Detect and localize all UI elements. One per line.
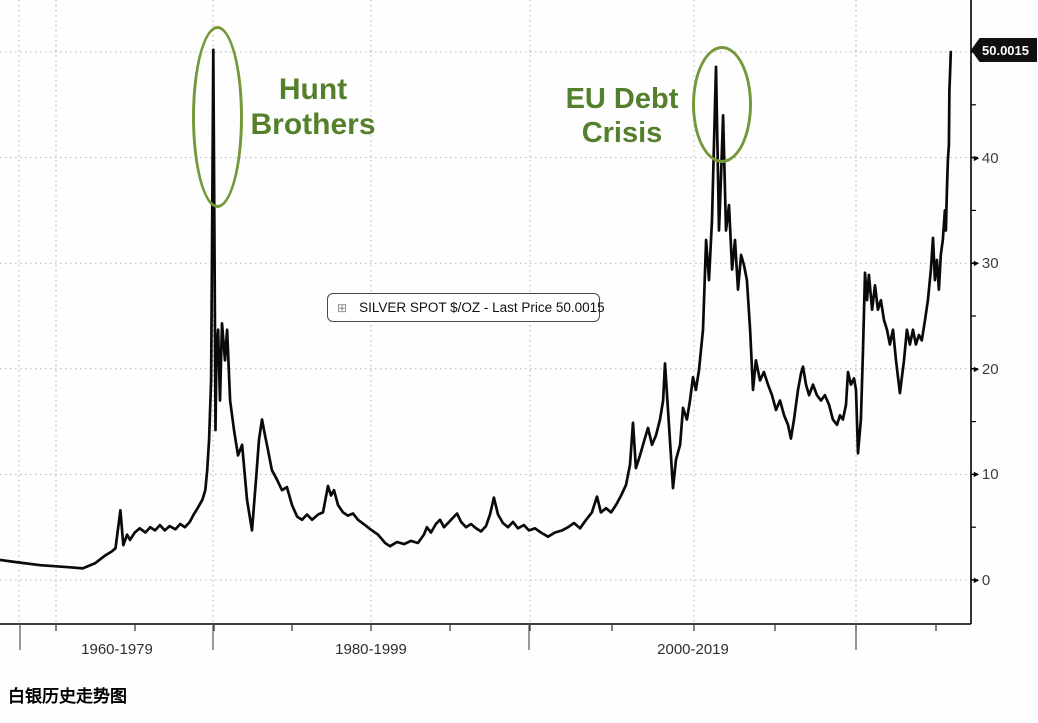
last-price-value: 50.0015 [982,42,1029,58]
legend-label: SILVER SPOT $/OZ - Last Price 50.0015 [359,300,605,315]
caption: 白银历史走势图 [8,687,127,706]
legend-expand-icon[interactable]: ⊞ [337,300,348,315]
x-axis-section-2000-2019: 2000-2019 [657,641,729,658]
hunt-brothers-ellipse [192,26,243,208]
y-axis-label-40: ► 40 [972,149,999,167]
y-axis-label-30: ► 30 [972,254,999,272]
tick-arrow-icon: ► [972,468,981,479]
annotation-hunt-brothers: Hunt Brothers [228,72,398,143]
tick-arrow-icon: ► [972,363,981,374]
tick-arrow-icon: ► [972,152,981,163]
x-axis-section-1980-1999: 1980-1999 [335,641,407,658]
tick-arrow-icon: ► [972,257,981,268]
annotation-eu-debt-crisis: EU Debt Crisis [542,82,702,150]
annotation-eu-line2: Crisis [581,117,663,150]
legend[interactable]: ⊞ SILVER SPOT $/OZ - Last Price 50.0015 [327,293,605,322]
x-axis-section-1960-1979: 1960-1979 [81,641,153,658]
eu-debt-crisis-ellipse [692,46,752,163]
annotation-hunt-line2: Brothers [250,108,376,142]
price-line-chart [0,0,978,650]
y-axis-label-0: ► 0 [972,571,991,589]
tick-arrow-icon: ► [972,574,981,585]
last-price-tag: 50.0015 [971,38,1037,62]
annotation-eu-line1: EU Debt [565,83,679,115]
y-axis-label-10: ► 10 [972,465,999,483]
y-axis-label-20: ► 20 [972,360,999,378]
annotation-hunt-line1: Hunt [278,73,348,106]
